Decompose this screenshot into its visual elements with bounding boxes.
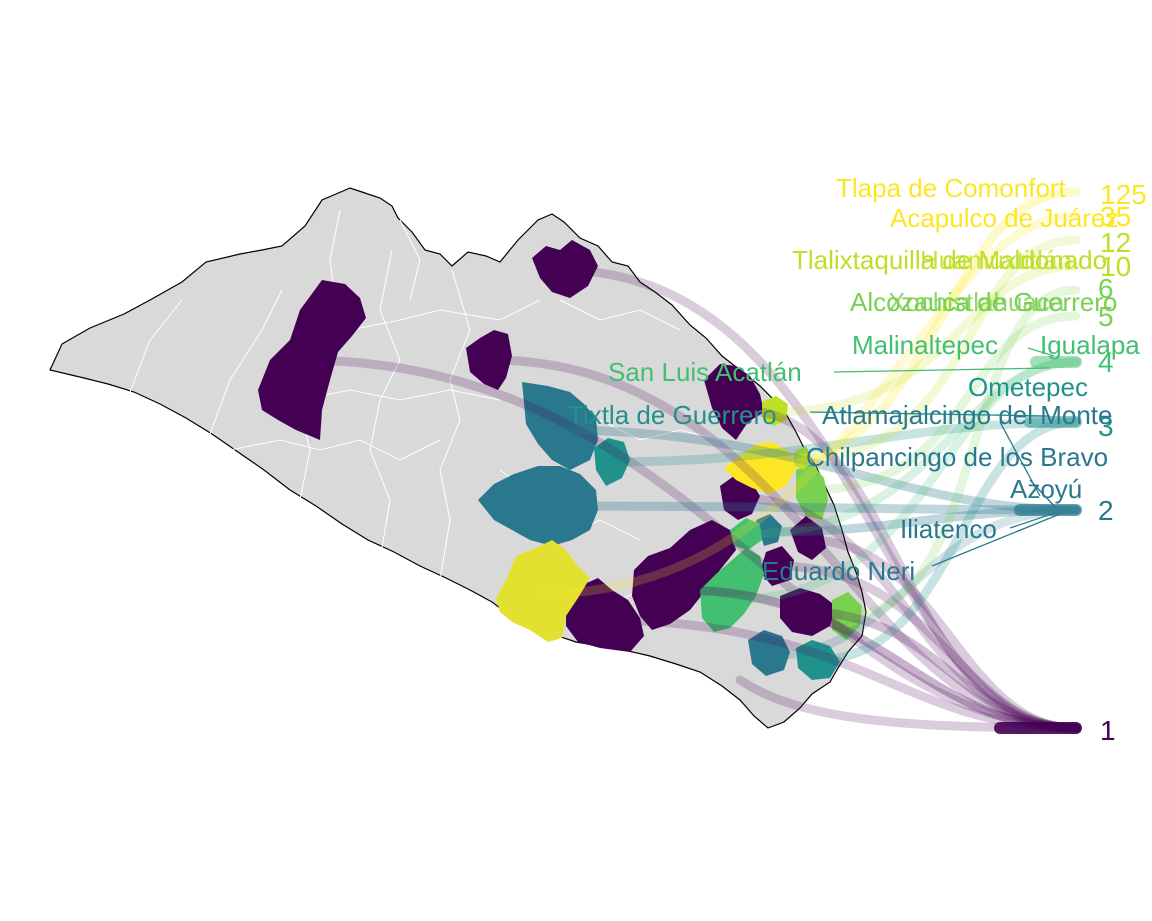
label-azoyu: Azoyú — [1010, 474, 1082, 504]
value-scale: 125 35 12 10 6 5 4 3 2 1 — [1098, 179, 1147, 746]
label-atlamajalcingo: Atlamajalcingo del Monte — [822, 400, 1113, 430]
label-ometepec: Ometepec — [968, 372, 1088, 402]
municipality-purple-south-2 — [566, 578, 644, 652]
scale-value-10: 10 — [1100, 251, 1131, 282]
place-labels: Tlapa de Comonfort Acapulco de Juárez Tl… — [568, 173, 1140, 586]
municipality-teal-southeast — [748, 630, 790, 676]
municipality-lightgreen-2 — [832, 592, 862, 640]
municipality-yellowgreen-2 — [794, 446, 812, 470]
label-iliatenco: Iliatenco — [900, 514, 997, 544]
municipality-yellow-tlapa — [724, 442, 796, 494]
scale-value-3: 3 — [1098, 411, 1114, 442]
label-tlalixtaquilla: Tlalixtaquilla de Maldonado — [792, 245, 1107, 275]
scale-value-125: 125 — [1100, 179, 1147, 210]
label-eduardo-neri: Eduardo Neri — [762, 556, 915, 586]
municipality-purple-east-4 — [790, 516, 826, 560]
label-tlapa-de-comonfort: Tlapa de Comonfort — [836, 173, 1067, 203]
scale-value-35: 35 — [1100, 201, 1131, 232]
scale-value-12: 12 — [1100, 227, 1131, 258]
municipality-teal-west — [478, 466, 598, 546]
municipality-purple-north — [532, 240, 598, 298]
label-acapulco-de-juarez: Acapulco de Juárez — [890, 203, 1118, 233]
label-chilpancingo: Chilpancingo de los Bravo — [806, 442, 1108, 472]
municipality-teal-north — [522, 382, 598, 470]
municipality-yellowgreen-1 — [762, 396, 788, 426]
leader-lines — [809, 347, 1061, 567]
municipality-teal-south — [796, 640, 840, 680]
municipality-teal-center — [594, 438, 630, 486]
municipalities — [258, 240, 862, 680]
municipality-purple-east-1 — [704, 364, 764, 440]
municipality-purple-east-3 — [780, 588, 836, 636]
municipality-purple-east-5 — [760, 546, 794, 586]
municipality-green-east — [730, 518, 762, 550]
flow-lines — [295, 187, 1082, 734]
municipality-yellow-acapulco — [496, 540, 590, 642]
label-malinaltepec: Malinaltepec — [852, 330, 998, 360]
municipality-purple-south-1 — [632, 520, 736, 630]
scale-value-4: 4 — [1098, 347, 1114, 378]
municipality-purple-center — [466, 330, 512, 390]
scale-value-6: 6 — [1098, 273, 1114, 304]
municipality-lightgreen-1 — [796, 464, 828, 520]
label-san-luis-acatlan: San Luis Acatlán — [608, 357, 802, 387]
municipality-teal-east — [756, 514, 782, 546]
label-alcozauca-de-guerrero: Alcozauca de Guerrero — [850, 287, 1117, 317]
label-xochistlahuaca: Xochistlahuaca — [888, 287, 1065, 317]
label-tixtla-de-guerrero: Tixtla de Guerrero — [568, 400, 777, 430]
scale-value-5: 5 — [1098, 301, 1114, 332]
scale-value-1: 1 — [1100, 715, 1116, 746]
label-igualapa: Igualapa — [1040, 330, 1140, 360]
municipality-purple-west — [258, 280, 366, 440]
label-huamuxtitlan: Huamuxtitlán — [920, 245, 1072, 275]
scale-value-2: 2 — [1098, 495, 1114, 526]
municipality-green-south — [700, 548, 764, 632]
